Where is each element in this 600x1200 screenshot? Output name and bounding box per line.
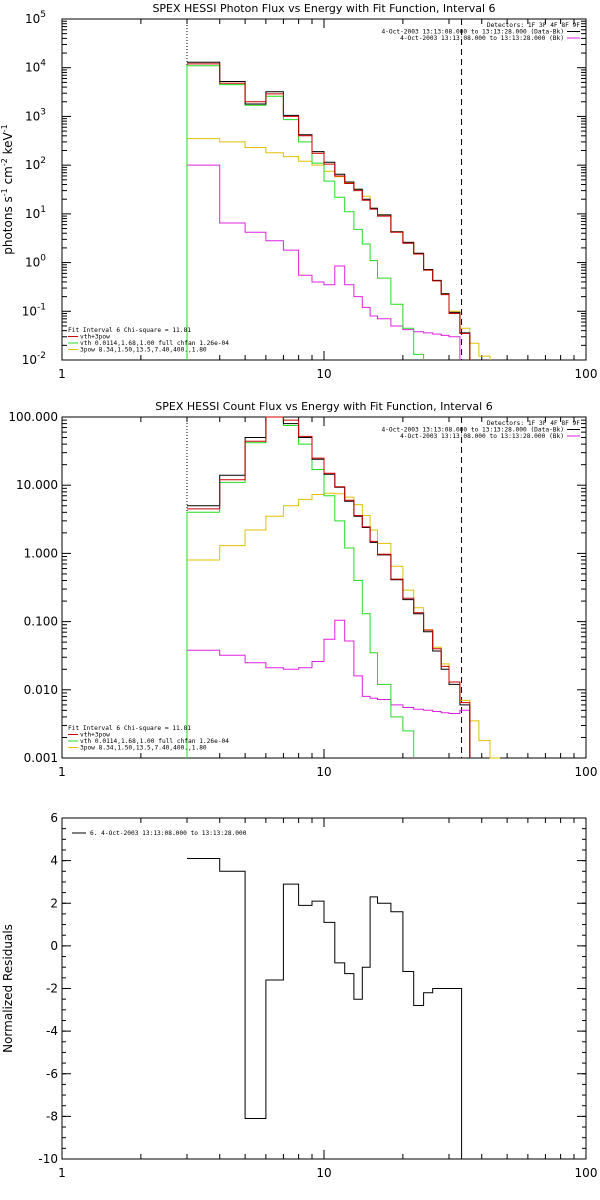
- legend-right-entry: 4-Oct-2003 13:13:08.000 to 13:13:28.000 …: [381, 427, 564, 434]
- y-tick-label: 0: [50, 939, 58, 953]
- count-flux-legend: Detectors: 1F 3F 4F 8F 9F4-Oct-2003 13:1…: [68, 420, 580, 752]
- count-flux-panel: SPEX HESSI Count Flux vs Energy with Fit…: [8, 400, 597, 779]
- y-axis-label: Normalized Residuals: [1, 924, 15, 1053]
- legend-left-entry: vth+3pow: [80, 732, 110, 739]
- y-tick-label: 100: [25, 254, 46, 270]
- x-tick-label: 1: [58, 1166, 66, 1180]
- y-tick-label: 6: [50, 811, 58, 825]
- total-series-line: [187, 63, 471, 360]
- legend-left-entry: Fit Interval 6 Chi-square = 11.81: [68, 327, 191, 334]
- legend-right-entry: Detectors: 1F 3F 4F 8F 9F: [487, 22, 580, 29]
- thermal-series-line: [186, 416, 415, 758]
- x-tick-label: 10: [316, 1166, 331, 1180]
- y-tick-label: 10-2: [22, 351, 46, 367]
- residuals-panel: 1 10 100 -10 -8 -6 -4 -2 0 2 4 6 Normalized Residual…: [1, 811, 597, 1180]
- y-tick-label: 4: [50, 854, 58, 868]
- photon-flux-axes: 1 10 100 10-2 10-1 100 101 102 103 104 105 photons …: [0, 10, 597, 381]
- y-tick-label: -8: [46, 1109, 58, 1123]
- residuals-legend: 6. 4-Oct-2003 13:13:08.000 to 13:13:28.0…: [72, 830, 247, 837]
- x-tick-label: 10: [316, 765, 331, 779]
- x-tick-label: 1: [58, 367, 66, 381]
- legend-right-entry: 4-Oct-2003 13:13:08.000 to 13:13:28.000 …: [400, 433, 564, 440]
- legend-right-entry: 4-Oct-2003 13:13:08.000 to 13:13:28.000 …: [400, 35, 564, 42]
- background_model-series-line: [186, 619, 471, 758]
- y-tick-label: 105: [25, 10, 46, 26]
- y-tick-label: 103: [25, 107, 46, 123]
- background_model-series-line: [186, 164, 461, 360]
- y-tick-label: 1.000: [24, 546, 58, 560]
- x-tick-label: 10: [316, 367, 331, 381]
- legend-right-entry: Detectors: 1F 3F 4F 8F 9F: [487, 420, 580, 427]
- y-tick-label: 0.001: [24, 751, 58, 765]
- count-flux-series: [186, 416, 501, 759]
- y-tick-label: 2: [50, 896, 58, 910]
- x-tick-label: 1: [58, 765, 66, 779]
- photon-flux-title: SPEX HESSI Photon Flux vs Energy with Fi…: [152, 2, 495, 15]
- y-axis-label: photons s-1 cm-2 keV-1: [0, 124, 15, 255]
- total-series-line: [187, 416, 471, 758]
- y-tick-label: 101: [25, 205, 46, 221]
- legend-left-entry: vth 0.0114,1.68,1.00 full chfan 1.26e-04: [80, 738, 229, 745]
- y-tick-label: -2: [46, 982, 58, 996]
- y-tick-label: -6: [46, 1067, 58, 1081]
- y-tick-label: 0.100: [24, 615, 58, 629]
- legend-left-entry: vth 0.0114,1.68,1.00 full chfan 1.26e-04: [80, 340, 229, 347]
- legend-left-entry: 3pow 8.34,1.50,13.5,7.40,400.,1.80: [80, 347, 207, 354]
- x-tick-label: 100: [575, 765, 598, 779]
- residuals-series: [187, 858, 463, 1159]
- y-tick-label: -10: [38, 1152, 58, 1166]
- y-tick-label: 0.010: [24, 683, 58, 697]
- y-tick-label: -4: [46, 1024, 58, 1038]
- y-tick-label: 104: [25, 59, 46, 75]
- data-series-line: [187, 858, 463, 1159]
- photon-flux-legend: Detectors: 1F 3F 4F 8F 9F4-Oct-2003 13:1…: [68, 22, 580, 354]
- x-tick-label: 100: [575, 1166, 598, 1180]
- photon-flux-series: [186, 61, 491, 360]
- legend-entry: 6. 4-Oct-2003 13:13:08.000 to 13:13:28.0…: [90, 830, 247, 837]
- count-flux-title: SPEX HESSI Count Flux vs Energy with Fit…: [155, 400, 492, 413]
- legend-right-entry: 4-Oct-2003 13:13:08.000 to 13:13:28.000 …: [381, 29, 564, 36]
- legend-left-entry: Fit Interval 6 Chi-square = 11.81: [68, 725, 191, 732]
- legend-left-entry: 3pow 8.34,1.50,13.5,7.40,400.,1.80: [80, 745, 207, 752]
- photon-flux-panel: SPEX HESSI Photon Flux vs Energy with Fi…: [0, 2, 597, 381]
- legend-left-entry: vth+3pow: [80, 334, 110, 341]
- thermal-series-line: [186, 65, 425, 360]
- x-tick-label: 100: [575, 367, 598, 381]
- y-tick-label: 10.000: [16, 478, 58, 492]
- count-flux-axes: 1 10 100 0.001 0.010 0.100 1.000 10.000 100.000: [8, 410, 597, 779]
- y-tick-label: 100.000: [8, 410, 58, 424]
- y-tick-label: 102: [25, 156, 46, 172]
- y-tick-label: 10-1: [22, 302, 46, 318]
- residuals-axes: 1 10 100 -10 -8 -6 -4 -2 0 2 4 6 Normalized Residual…: [1, 811, 597, 1180]
